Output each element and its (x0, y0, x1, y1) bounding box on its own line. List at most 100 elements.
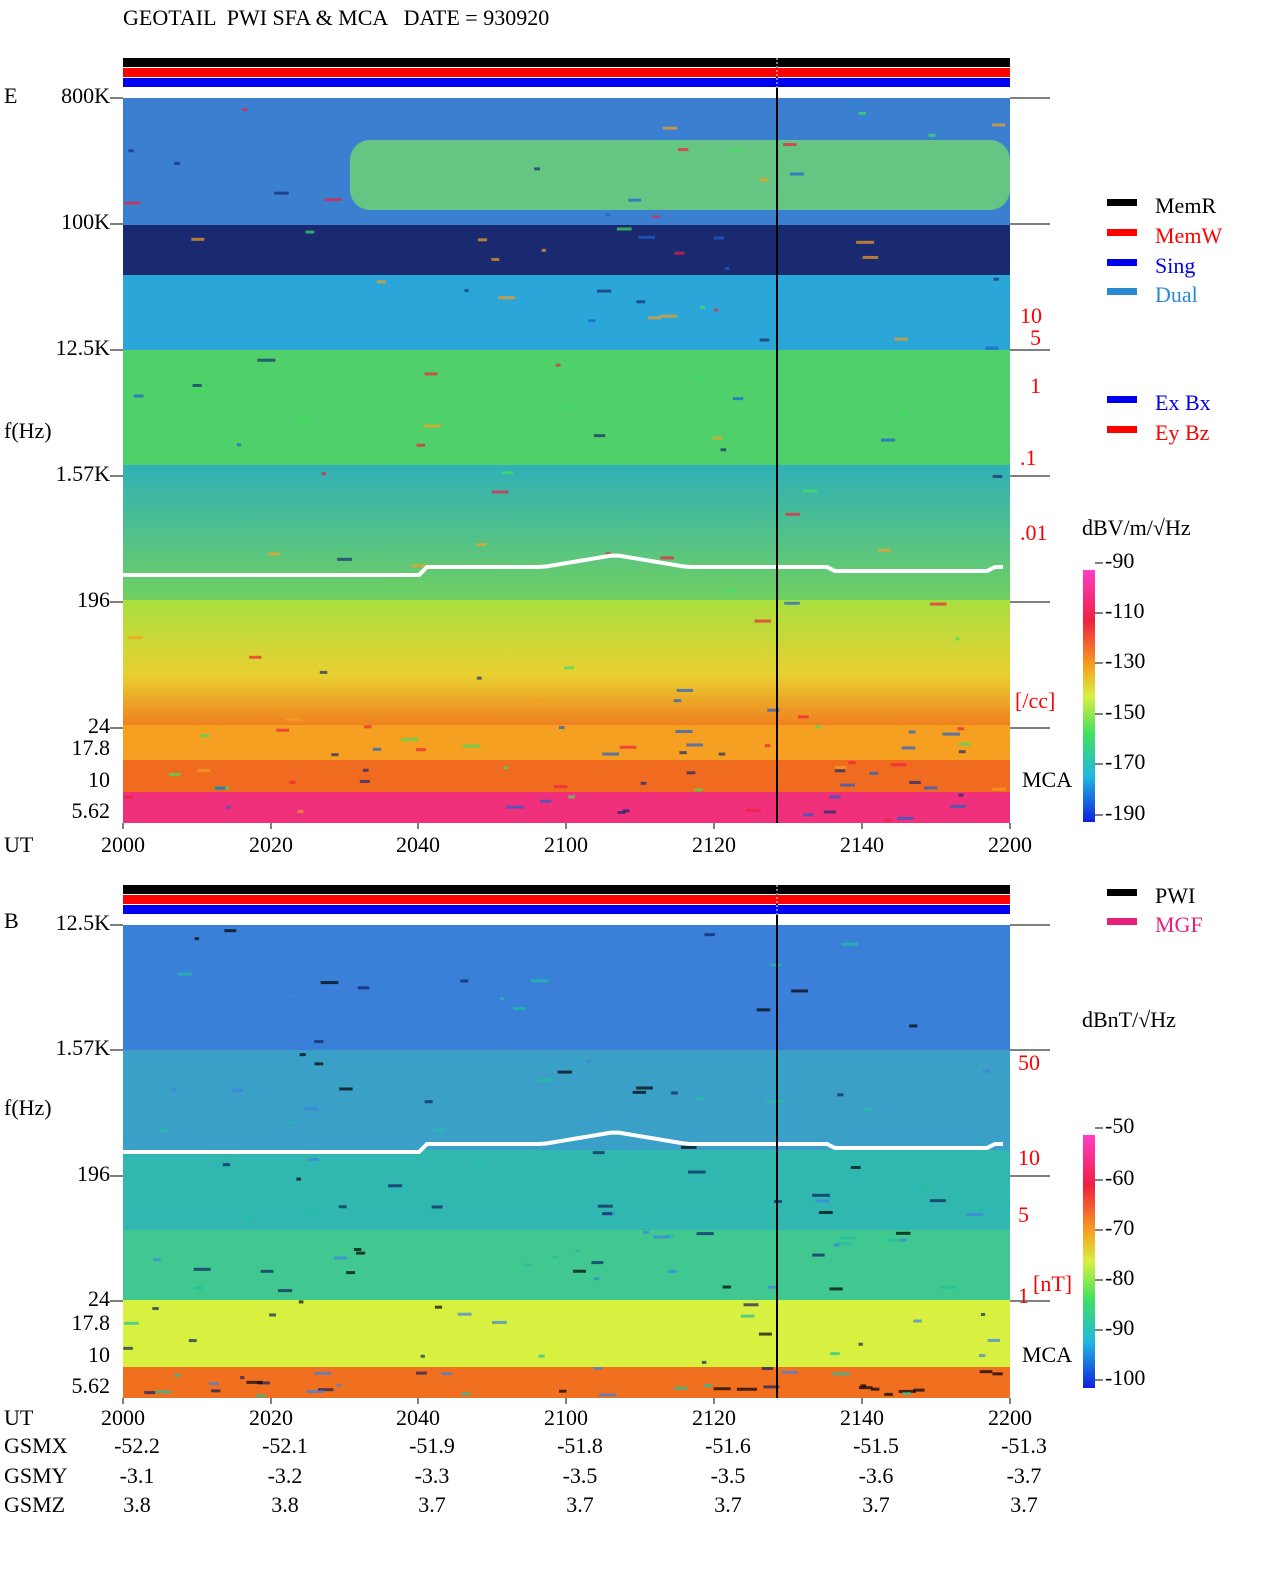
freq-label: 12.5K (56, 910, 111, 935)
spectrogram-noise (491, 257, 500, 261)
spectrogram-noise (958, 742, 971, 746)
spectrogram-band (123, 1300, 1010, 1367)
spectrogram-noise (434, 1305, 443, 1309)
spectrogram-noise (597, 1204, 613, 1208)
spectrogram-noise (314, 1062, 324, 1066)
spectrogram-noise (924, 786, 938, 790)
spectrogram-noise (225, 243, 231, 247)
spectrogram-noise (530, 979, 549, 983)
spectrogram-noise (191, 237, 205, 241)
spectrogram-band (123, 792, 1010, 823)
spectrogram-noise (942, 732, 960, 736)
spectrogram-noise (648, 316, 662, 320)
spectrogram-noise (638, 235, 656, 239)
spectrogram-noise (424, 372, 438, 376)
spectrogram-noise (674, 1386, 688, 1390)
time-label: 2020 (249, 832, 293, 857)
spectrogram-noise (276, 728, 290, 732)
spectrogram-noise (743, 1303, 759, 1307)
colorbar-label: -110 (1105, 598, 1145, 623)
spectrogram-noise (306, 1390, 324, 1394)
spectrogram-noise (823, 810, 836, 814)
spectrogram-noise (929, 602, 947, 606)
orbit-value: -3.7 (1007, 1463, 1042, 1488)
spectrogram-noise (304, 1107, 318, 1111)
orbit-value: -51.5 (853, 1433, 899, 1458)
spectrogram-noise (168, 772, 181, 776)
spectrogram-noise (896, 816, 914, 820)
density-label: 10 (1020, 303, 1042, 328)
spectrogram-noise (727, 148, 743, 152)
spectrogram-noise (346, 1271, 356, 1275)
time-label: 2120 (692, 1405, 736, 1430)
spectrogram-noise (153, 1258, 161, 1262)
time-label: 2200 (988, 832, 1032, 857)
spectrogram-noise (124, 201, 141, 205)
freq-label: 5.62 (72, 1373, 111, 1398)
spectrogram-noise (457, 1312, 472, 1316)
spectrogram-noise (700, 305, 706, 309)
density-label: .1 (1020, 445, 1037, 470)
spectrogram-noise (503, 766, 509, 770)
spectrogram-noise (812, 1253, 825, 1257)
spectrogram-noise (602, 1212, 613, 1216)
spectrogram-noise (462, 744, 481, 748)
spectrogram-noise (978, 1354, 986, 1358)
spectrogram-noise (769, 963, 781, 967)
legend-swatch (1107, 396, 1137, 403)
spectrogram-noise (628, 198, 642, 202)
time-label: 2120 (692, 832, 736, 857)
spectrogram-noise (171, 1088, 177, 1092)
spectrogram-noise (955, 637, 960, 641)
orbit-value: -51.8 (557, 1433, 603, 1458)
spectrogram-noise (968, 1021, 983, 1025)
spectrogram-noise (464, 289, 469, 293)
spectrogram-noise (178, 972, 192, 976)
spectrogram-noise (754, 619, 771, 623)
spectrogram-noise (424, 424, 442, 428)
spectrogram-noise (636, 1086, 653, 1090)
orbit-value: -3.5 (711, 1463, 746, 1488)
spectrogram-noise (732, 397, 744, 401)
spectrogram-band (123, 1230, 1010, 1300)
spectrogram-noise (840, 1236, 857, 1240)
spectrogram-noise (835, 1242, 852, 1246)
legend-label: MGF (1155, 912, 1203, 937)
spectrogram-noise (501, 471, 514, 475)
spectrogram-noise (363, 725, 372, 729)
spectrogram-noise (736, 1387, 743, 1391)
spectrogram-noise (249, 655, 262, 659)
spectrogram-noise (388, 1184, 403, 1188)
colorbar-unit: dBnT/√Hz (1082, 1007, 1176, 1032)
freq-label: 100K (61, 209, 110, 234)
spectrogram-noise (797, 715, 809, 719)
time-label: 2000 (101, 832, 145, 857)
density-label: [/cc] (1015, 688, 1055, 713)
spectrogram-noise (759, 338, 770, 342)
spectrogram-noise (495, 934, 500, 938)
spectrogram-noise (686, 771, 696, 775)
spectrogram-noise (305, 230, 315, 234)
spectrogram-noise (491, 490, 509, 494)
spectrogram-noise (192, 383, 202, 387)
spectrogram-noise (858, 1386, 873, 1390)
spectrogram-noise (128, 149, 134, 153)
spectrogram-noise (534, 167, 541, 171)
spectrogram-noise (834, 766, 847, 770)
spectrogram-noise (338, 1205, 347, 1209)
spectrogram-noise (858, 1342, 863, 1346)
spectrogram-noise (336, 1383, 342, 1387)
spectrogram-noise (789, 172, 804, 176)
spectrogram-noise (694, 788, 703, 792)
colorbar-label: -80 (1105, 1265, 1134, 1290)
spectrogram-noise (268, 552, 280, 556)
spectrogram-noise (668, 1269, 677, 1273)
spectrogram-noise (733, 726, 748, 730)
spectrogram-noise (958, 750, 966, 754)
spectrogram-noise (236, 443, 241, 447)
spectrogram-noise (355, 1251, 366, 1255)
spectrogram-noise (302, 1211, 318, 1215)
spectrogram-noise (558, 726, 565, 730)
spectrogram-noise (782, 143, 797, 147)
spectrogram-noise (555, 968, 565, 972)
